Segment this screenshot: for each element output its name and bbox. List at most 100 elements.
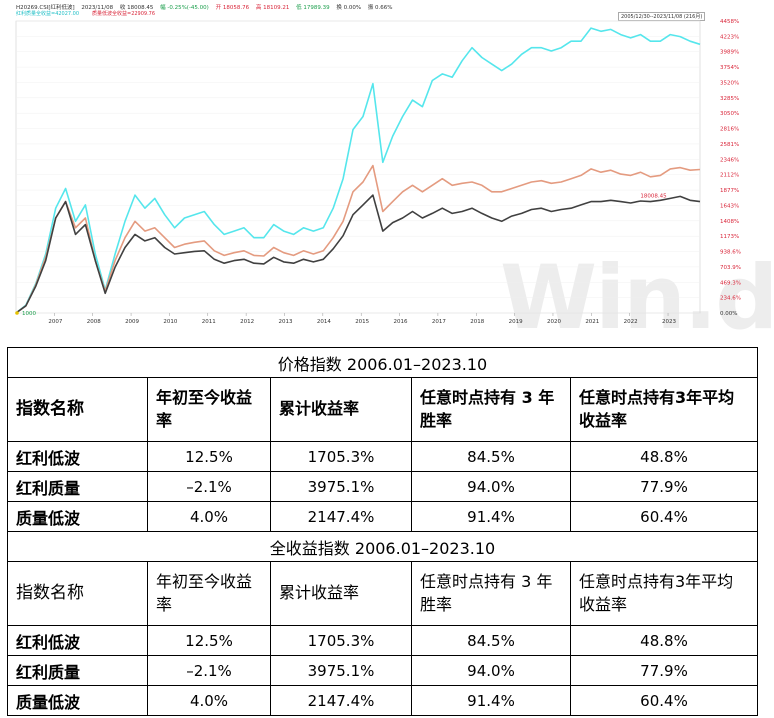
column-header: 指数名称 (7, 377, 148, 442)
column-header-row: 指数名称 年初至今收益率 累计收益率 任意时点持有 3 年胜率 任意时点持有3年平均收益… (7, 561, 759, 626)
y-tick-label: 1408% (720, 219, 739, 225)
column-header: 年初至今收益率 (147, 561, 271, 626)
last-value-label: 18008.45 (640, 193, 667, 199)
table-row: 红利质量 –2.1% 3975.1% 94.0% 77.9% (7, 471, 759, 502)
performance-table: 价格指数 2006.01–2023.10 指数名称 年初至今收益率 累计收益率 任意时点… (6, 347, 759, 716)
table-cell: 质量低波 (7, 685, 148, 716)
table-cell: 91.4% (411, 685, 571, 716)
table-cell: 12.5% (147, 625, 271, 656)
chart-header: H20269.CSI[红利低波] 2023/11/08 收 18008.45 幅… (16, 3, 398, 11)
x-tick-label: 2010 (163, 319, 177, 325)
table-row: 红利低波 12.5% 1705.3% 84.5% 48.8% (7, 625, 759, 656)
table-cell: 91.4% (411, 501, 571, 532)
y-tick-label: 703.9% (720, 265, 741, 271)
table-cell: 红利低波 (7, 441, 148, 472)
start-marker-label: 1000 (22, 311, 36, 317)
y-tick-label: 2112% (720, 173, 739, 179)
chart-panel: H20269.CSI[红利低波] 2023/11/08 收 18008.45 幅… (0, 0, 774, 349)
series-black-line (15, 194, 701, 314)
column-header: 累计收益率 (270, 561, 412, 626)
table-cell: 84.5% (411, 441, 571, 472)
column-header: 年初至今收益率 (147, 377, 271, 442)
table-cell: 1705.3% (270, 441, 412, 472)
table-cell: –2.1% (147, 471, 271, 502)
x-tick-label: 2016 (394, 319, 408, 325)
quote-date: 2023/11/08 (81, 5, 114, 11)
table-cell: 48.8% (569, 625, 759, 656)
line-chart: 0.00% 234.6% 469.3% 703.9% 938.6% 1173% 1408% 1… (15, 19, 741, 325)
table-cell: 60.4% (569, 685, 759, 716)
table-row: 质量低波 4.0% 2147.4% 91.4% 60.4% (7, 501, 759, 532)
section-title: 全收益指数 2006.01–2023.10 (6, 531, 759, 562)
x-tick-label: 2012 (240, 319, 254, 325)
legend-salmon: 质量低波全收益=22909.76 (92, 11, 156, 17)
column-header: 任意时点持有3年平均收益率 (569, 561, 759, 626)
x-tick-label: 2014 (317, 319, 331, 325)
table-row: 红利低波 12.5% 1705.3% 84.5% 48.8% (7, 441, 759, 472)
column-header: 任意时点持有3年平均收益率 (569, 377, 759, 442)
x-tick-label: 2009 (125, 319, 139, 325)
y-tick-label: 2816% (720, 127, 739, 133)
y-tick-label: 0.00% (720, 311, 737, 317)
x-tick-label: 2023 (662, 319, 676, 325)
y-tick-label: 3050% (720, 111, 739, 117)
column-header: 累计收益率 (270, 377, 412, 442)
table-cell: 12.5% (147, 441, 271, 472)
index-code: H20269.CSI[红利低波] (16, 5, 75, 11)
table-cell: 77.9% (569, 655, 759, 686)
table-cell: 77.9% (569, 471, 759, 502)
series-cyan-line (15, 27, 701, 314)
table-cell: 2147.4% (270, 685, 412, 716)
x-tick-label: 2022 (624, 319, 638, 325)
x-tick-label: 2011 (202, 319, 216, 325)
table-cell: 4.0% (147, 685, 271, 716)
column-header-row: 指数名称 年初至今收益率 累计收益率 任意时点持有 3 年胜率 任意时点持有3年平均收益… (7, 377, 759, 442)
close-value: 收 18008.45 (119, 5, 154, 11)
table-cell: 60.4% (569, 501, 759, 532)
date-range-box[interactable]: 2005/12/30--2023/11/08 (216月) (618, 12, 706, 21)
table-cell: 94.0% (411, 471, 571, 502)
section-title: 价格指数 2006.01–2023.10 (6, 347, 759, 378)
x-tick-label: 2007 (48, 319, 62, 325)
y-tick-label: 3754% (720, 65, 739, 71)
series-salmon-line (15, 164, 701, 314)
y-tick-label: 1173% (720, 234, 739, 240)
x-tick-label: 2015 (355, 319, 369, 325)
y-tick-label: 2346% (720, 157, 739, 163)
column-header: 任意时点持有 3 年胜率 (411, 377, 571, 442)
turnover-value: 换 0.00% (336, 5, 362, 11)
legend-cyan: 红利质量全收益=42027.00 (16, 11, 80, 17)
plot-frame (15, 20, 701, 314)
table-cell: 48.8% (569, 441, 759, 472)
y-tick-label: 4458% (720, 19, 739, 25)
table-cell: 红利质量 (7, 471, 148, 502)
table-cell: 1705.3% (270, 625, 412, 656)
y-tick-label: 2581% (720, 142, 739, 148)
x-tick-label: 2018 (470, 319, 484, 325)
table-cell: 4.0% (147, 501, 271, 532)
change-value: 幅 -0.25%(-45.00) (160, 5, 209, 11)
y-tick-label: 3520% (720, 80, 739, 86)
y-tick-label: 234.6% (720, 296, 741, 302)
table-cell: –2.1% (147, 655, 271, 686)
x-tick-label: 2013 (278, 319, 292, 325)
y-tick-label: 3989% (720, 50, 739, 56)
table-cell: 3975.1% (270, 471, 412, 502)
section-title-row: 全收益指数 2006.01–2023.10 (6, 531, 759, 562)
start-marker (15, 311, 19, 315)
column-header: 任意时点持有 3 年胜率 (411, 561, 571, 626)
x-tick-label: 2017 (432, 319, 446, 325)
x-tick-label: 2008 (87, 319, 101, 325)
x-tick-label: 2021 (585, 319, 599, 325)
section-title-row: 价格指数 2006.01–2023.10 (6, 347, 759, 378)
high-value: 高 18109.21 (255, 5, 290, 11)
table-cell: 红利质量 (7, 655, 148, 686)
y-tick-label: 469.3% (720, 280, 741, 286)
table-cell: 质量低波 (7, 501, 148, 532)
table-row: 质量低波 4.0% 2147.4% 91.4% 60.4% (7, 685, 759, 716)
x-tick-label: 2019 (509, 319, 523, 325)
table-cell: 2147.4% (270, 501, 412, 532)
column-header: 指数名称 (7, 561, 148, 626)
table-cell: 3975.1% (270, 655, 412, 686)
open-value: 开 18058.76 (215, 5, 250, 11)
